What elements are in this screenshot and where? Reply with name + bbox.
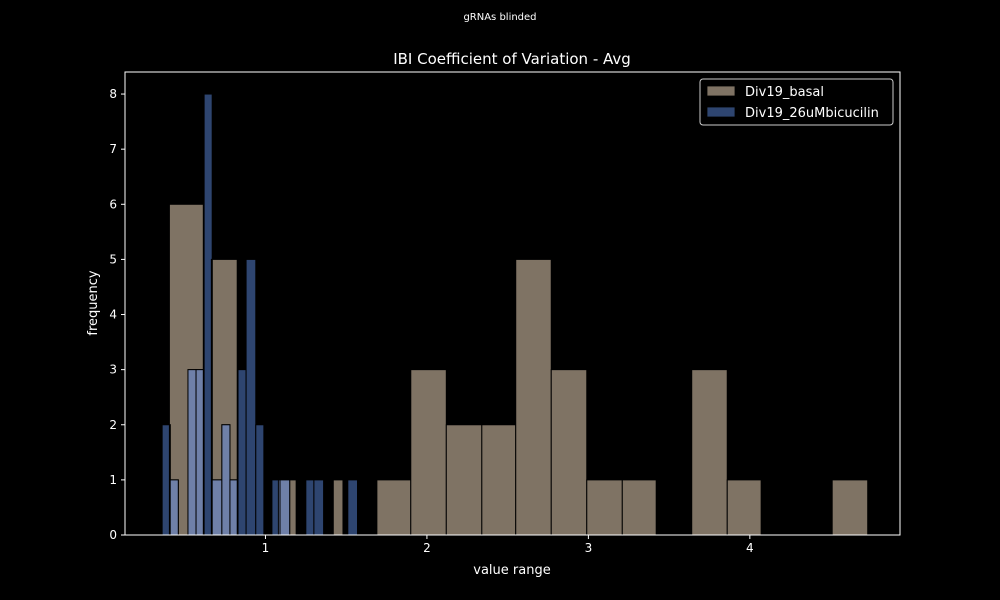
bar-bicucilin-11 bbox=[255, 424, 265, 536]
bar-basal-12 bbox=[691, 369, 728, 536]
bar-overlap-4 bbox=[195, 369, 204, 536]
bar-overlap-3 bbox=[187, 369, 197, 536]
y-tick-label: 7 bbox=[109, 142, 117, 156]
bar-bicucilin-14 bbox=[305, 479, 315, 536]
y-tick-label: 0 bbox=[109, 528, 117, 542]
legend-label-basal: Div19_basal bbox=[745, 85, 824, 100]
bar-overlap-6 bbox=[211, 479, 223, 536]
x-axis-label: value range bbox=[473, 563, 550, 578]
bar-overlap-8 bbox=[229, 479, 238, 536]
x-tick-label: 3 bbox=[585, 541, 593, 555]
bar-bicucilin-9 bbox=[237, 369, 247, 536]
y-axis-ticks: 0 1 2 3 4 5 6 7 8 bbox=[109, 87, 125, 542]
legend-box bbox=[699, 78, 894, 126]
bar-overlap-7 bbox=[221, 424, 231, 536]
y-tick-label: 4 bbox=[109, 308, 117, 322]
bar-basal-10 bbox=[586, 479, 623, 536]
bar-overlap-1 bbox=[169, 479, 179, 536]
bar-basal-8 bbox=[515, 258, 552, 536]
chart-title: IBI Coefficient of Variation - Avg bbox=[393, 50, 631, 68]
legend-swatch-basal bbox=[706, 85, 736, 97]
bar-bicucilin-10 bbox=[245, 258, 257, 536]
plot-frame bbox=[124, 71, 901, 536]
bar-bicucilin-16 bbox=[347, 479, 358, 536]
bar-bicucilin-15 bbox=[313, 479, 325, 536]
y-axis-label: frequency bbox=[86, 270, 101, 336]
y-tick-label: 2 bbox=[109, 418, 117, 432]
x-axis-ticks: 1 2 3 4 bbox=[262, 535, 754, 555]
x-tick-label: 4 bbox=[746, 541, 754, 555]
bar-basal-13 bbox=[726, 479, 762, 536]
bar-basal-5 bbox=[410, 369, 447, 536]
y-tick-label: 3 bbox=[109, 363, 117, 377]
bar-basal-9 bbox=[550, 369, 588, 536]
bar-basal-4 bbox=[376, 479, 412, 536]
y-tick-label: 1 bbox=[109, 473, 117, 487]
figure-suptitle: gRNAs blinded bbox=[463, 12, 536, 23]
y-tick-label: 8 bbox=[109, 87, 117, 101]
legend-label-bicucilin: Div19_26uMbicucilin bbox=[745, 106, 879, 121]
y-tick-label: 5 bbox=[109, 252, 117, 266]
legend: Div19_basal Div19_26uMbicucilin bbox=[699, 78, 894, 126]
x-tick-label: 1 bbox=[262, 541, 270, 555]
bar-basal-3 bbox=[332, 479, 344, 536]
overlap-bars bbox=[168, 258, 291, 536]
bar-basal-14 bbox=[831, 479, 869, 536]
y-tick-label: 6 bbox=[109, 197, 117, 211]
bar-basal-6 bbox=[445, 424, 483, 536]
bar-overlap-13 bbox=[279, 479, 291, 536]
bar-basal-11 bbox=[621, 479, 657, 536]
bar-basal-7 bbox=[481, 424, 517, 536]
legend-swatch-bicucilin bbox=[706, 106, 736, 118]
x-tick-label: 2 bbox=[423, 541, 431, 555]
